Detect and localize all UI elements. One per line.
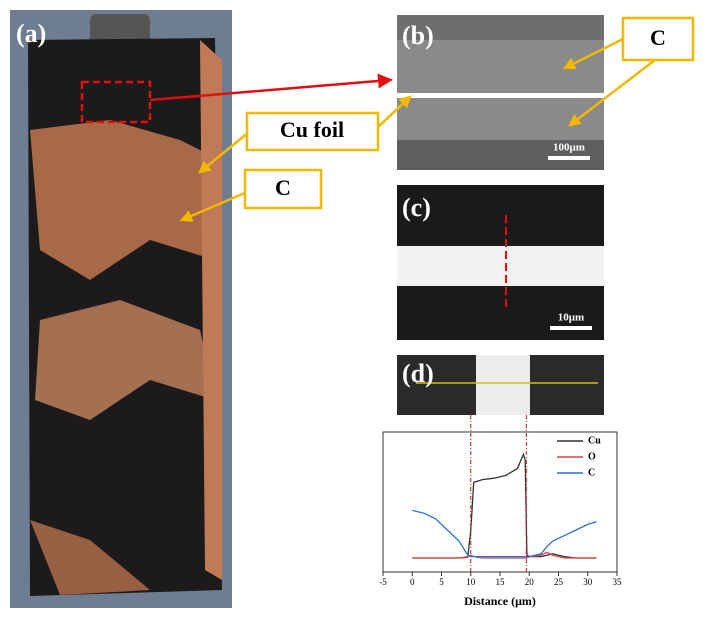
panel-label: (a) bbox=[16, 19, 46, 48]
x-tick-label: 5 bbox=[439, 577, 444, 587]
plot-frame bbox=[382, 431, 618, 573]
panel-label: (d) bbox=[402, 359, 434, 388]
x-tick-label: 10 bbox=[466, 577, 476, 587]
x-axis-label: Distance (μm) bbox=[464, 594, 536, 608]
callout-box bbox=[621, 16, 695, 62]
arrow bbox=[149, 73, 393, 102]
arrow bbox=[179, 190, 248, 222]
legend-label: O bbox=[588, 451, 596, 462]
scale-bar: 10μm bbox=[558, 312, 584, 324]
series-line bbox=[412, 509, 597, 558]
x-tick-label: 0 bbox=[410, 577, 415, 587]
panel-label: (c) bbox=[402, 193, 431, 222]
photo-a: (a) bbox=[10, 10, 232, 608]
arrow bbox=[376, 95, 412, 129]
callout-box bbox=[243, 168, 323, 210]
scale-bar: 100μm bbox=[553, 142, 585, 154]
x-tick-label: 25 bbox=[554, 577, 564, 587]
legend-label: Cu bbox=[588, 435, 601, 446]
arrow bbox=[568, 59, 656, 127]
arrow bbox=[562, 36, 626, 70]
x-tick-label: -5 bbox=[379, 577, 387, 587]
x-tick-label: 20 bbox=[525, 577, 535, 587]
callout-box bbox=[245, 111, 380, 152]
x-tick-label: 35 bbox=[613, 577, 623, 587]
photo-b: 100μm (b) bbox=[397, 15, 604, 170]
series-line bbox=[412, 452, 597, 559]
panel-label: (b) bbox=[402, 21, 434, 50]
x-tick-label: 15 bbox=[496, 577, 506, 587]
photo-d: (d) bbox=[397, 355, 604, 415]
line-chart: -5 0 5 10 15 20 25 30 35 Distance (μm) Cu OC bbox=[379, 431, 623, 608]
callout: C bbox=[275, 175, 291, 200]
arrow bbox=[198, 131, 250, 174]
series-line bbox=[412, 551, 597, 559]
x-tick-label: 30 bbox=[583, 577, 593, 587]
photo-c: 10μm (c) bbox=[397, 185, 604, 340]
legend-label: C bbox=[588, 467, 595, 478]
callout: C bbox=[650, 25, 666, 50]
callout: Cu foil bbox=[280, 117, 344, 142]
